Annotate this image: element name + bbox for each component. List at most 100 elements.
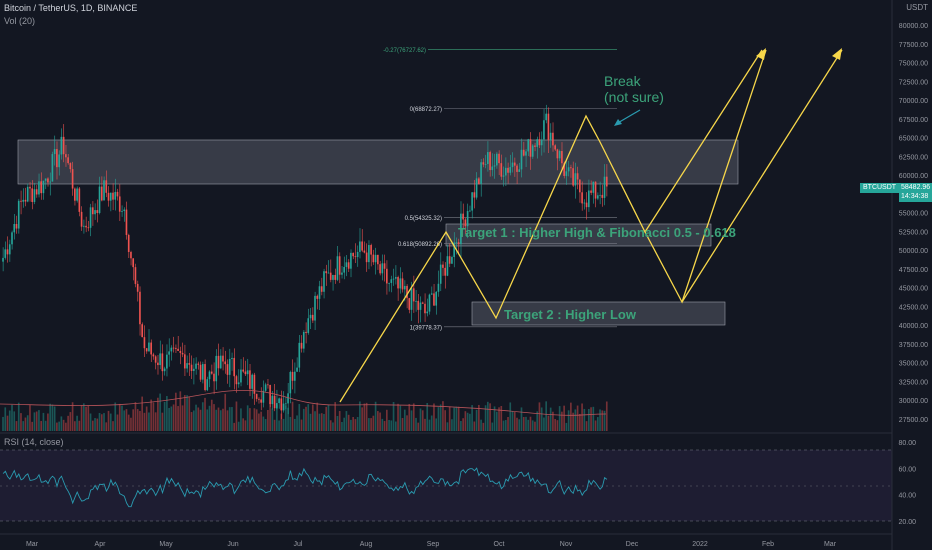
candle-body bbox=[152, 354, 155, 357]
volume-bar bbox=[509, 402, 512, 431]
candle-body bbox=[222, 355, 224, 362]
volume-bar bbox=[8, 410, 11, 431]
rsi-legend[interactable]: RSI (14, close) bbox=[4, 437, 64, 447]
volume-bar bbox=[112, 421, 114, 431]
resistance-zone bbox=[17, 139, 739, 185]
candle-body bbox=[513, 162, 516, 166]
volume-bar bbox=[480, 419, 482, 431]
time-tick-label: Apr bbox=[95, 541, 107, 548]
candle-body bbox=[217, 355, 220, 369]
volume-bar bbox=[237, 421, 240, 431]
candle-body bbox=[493, 165, 496, 167]
candle-body bbox=[17, 200, 20, 229]
candle-body bbox=[442, 264, 444, 268]
candle-body bbox=[253, 374, 256, 394]
candle-body bbox=[125, 209, 128, 235]
candle-body bbox=[318, 286, 321, 299]
candle-body bbox=[33, 189, 36, 202]
candle-body bbox=[540, 139, 543, 146]
candle-body bbox=[83, 225, 85, 227]
candle-body bbox=[80, 211, 83, 227]
volume-bar bbox=[210, 399, 213, 431]
volume-bar bbox=[201, 402, 204, 431]
candle-body bbox=[280, 398, 283, 411]
candle-body bbox=[159, 353, 161, 366]
volume-bar bbox=[222, 408, 224, 431]
candle-body bbox=[260, 399, 262, 403]
candle-body bbox=[603, 176, 606, 198]
candle-body bbox=[596, 195, 599, 199]
candle-body bbox=[365, 252, 368, 263]
candle-body bbox=[74, 188, 76, 201]
volume-bar bbox=[150, 399, 152, 431]
volume-bar bbox=[457, 406, 460, 431]
candle-body bbox=[2, 257, 4, 262]
volume-bar bbox=[525, 416, 527, 431]
candle-body bbox=[594, 181, 597, 199]
volume-bar bbox=[574, 409, 577, 431]
candle-body bbox=[435, 291, 438, 306]
price-tick-label: 50000.00 bbox=[899, 248, 928, 255]
volume-bar bbox=[260, 411, 262, 431]
volume-bar bbox=[168, 407, 170, 431]
countdown: 14:34:38 bbox=[901, 193, 929, 200]
candle-body bbox=[341, 272, 343, 275]
candle-body bbox=[534, 145, 536, 147]
volume-bar bbox=[231, 407, 233, 431]
candle-body bbox=[269, 384, 271, 405]
volume-bar bbox=[383, 421, 386, 431]
volume-bar bbox=[426, 403, 429, 431]
candle-body bbox=[150, 342, 152, 355]
candle-body bbox=[166, 354, 168, 369]
candle-body bbox=[424, 303, 426, 314]
candle-body bbox=[320, 286, 323, 292]
candle-body bbox=[184, 354, 186, 369]
candle-body bbox=[547, 113, 550, 141]
volume-bar bbox=[96, 418, 99, 431]
candle-body bbox=[199, 364, 202, 380]
candle-body bbox=[105, 180, 108, 193]
volume-bar bbox=[298, 404, 301, 431]
volume-bar bbox=[327, 404, 330, 431]
candle-body bbox=[314, 295, 316, 321]
candle-body bbox=[570, 167, 572, 169]
candle-body bbox=[412, 288, 415, 302]
volume-bar bbox=[114, 402, 117, 431]
volume-bar bbox=[40, 420, 42, 431]
candle-body bbox=[278, 398, 280, 404]
candle-body bbox=[172, 347, 175, 349]
volume-bar bbox=[192, 410, 195, 431]
volume-bar bbox=[300, 419, 303, 431]
volume-bar bbox=[20, 413, 22, 431]
volume-bar bbox=[323, 413, 325, 431]
candle-body bbox=[482, 162, 485, 165]
rsi-line bbox=[2, 467, 608, 508]
volume-legend[interactable]: Vol (20) bbox=[4, 16, 36, 26]
volume-bar bbox=[453, 407, 455, 431]
volume-bar bbox=[240, 408, 242, 431]
candle-body bbox=[345, 262, 348, 267]
volume-bar bbox=[484, 405, 487, 431]
candle-body bbox=[518, 169, 521, 172]
candle-body bbox=[390, 279, 393, 283]
volume-bar bbox=[563, 405, 565, 431]
volume-bar bbox=[345, 411, 348, 431]
candle-body bbox=[543, 120, 545, 140]
candle-body bbox=[377, 254, 379, 265]
candle-body bbox=[136, 283, 139, 292]
volume-bar bbox=[536, 411, 539, 431]
break-arrowhead bbox=[614, 119, 622, 126]
volume-bar bbox=[585, 421, 588, 431]
candle-body bbox=[469, 210, 471, 212]
candle-body bbox=[511, 162, 514, 168]
candle-body bbox=[579, 179, 581, 193]
volume-bar bbox=[377, 411, 379, 431]
candle-body bbox=[403, 285, 406, 290]
volume-bar bbox=[262, 416, 265, 431]
volume-bar bbox=[406, 415, 408, 431]
candle-body bbox=[251, 374, 253, 389]
volume-bar bbox=[579, 413, 581, 431]
volume-bar bbox=[267, 409, 269, 431]
symbol-title[interactable]: Bitcoin / TetherUS, 1D, BINANCE bbox=[4, 3, 138, 13]
